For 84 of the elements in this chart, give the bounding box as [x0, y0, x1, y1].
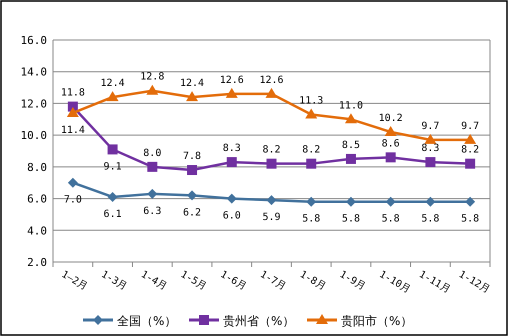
x-tick-label: 1-3月 — [99, 269, 129, 293]
data-label: 8.2 — [461, 144, 480, 156]
data-label: 9.7 — [461, 120, 480, 132]
point — [465, 158, 476, 169]
data-label: 5.8 — [302, 214, 320, 225]
data-label: 8.3 — [222, 143, 241, 154]
data-label: 9.1 — [104, 161, 122, 172]
data-label: 11.8 — [60, 88, 85, 99]
point — [108, 144, 118, 154]
x-tick-label: 1-6月 — [218, 269, 248, 293]
data-label: 5.8 — [342, 214, 360, 225]
point — [346, 154, 356, 164]
data-label: 11.4 — [60, 124, 85, 136]
x-tick-label: 1-7月 — [258, 269, 288, 293]
point — [346, 196, 356, 207]
data-label: 5.8 — [461, 214, 480, 225]
data-label: 6.1 — [104, 208, 122, 220]
y-tick-label: 4.0 — [27, 224, 47, 238]
data-label: 10.2 — [378, 112, 403, 124]
point — [306, 158, 316, 169]
data-label: 12.4 — [180, 78, 204, 90]
y-tick-label: 16.0 — [20, 34, 47, 47]
data-label: 6.3 — [143, 206, 162, 217]
point — [425, 157, 436, 168]
x-tick-label: 1—2月 — [59, 269, 90, 293]
point — [187, 165, 198, 176]
point — [384, 126, 397, 136]
data-label: 7.8 — [183, 151, 202, 162]
point — [106, 91, 119, 102]
data-label: 6.2 — [183, 207, 202, 218]
point — [425, 196, 436, 207]
data-label: 12.4 — [100, 78, 125, 90]
point — [146, 84, 158, 95]
data-label: 5.8 — [421, 214, 440, 225]
point — [147, 188, 158, 199]
point — [187, 190, 198, 200]
point — [68, 178, 78, 188]
point — [66, 106, 79, 117]
point — [266, 195, 276, 206]
y-tick-label: 12.0 — [20, 97, 47, 110]
point — [424, 134, 436, 144]
data-label: 8.2 — [262, 144, 281, 156]
point — [344, 113, 357, 124]
point — [465, 196, 476, 207]
x-tick-label: 1-9月 — [337, 269, 368, 293]
data-label: 5.9 — [262, 212, 281, 224]
y-tick-label: 14.0 — [20, 66, 47, 79]
data-label: 8.5 — [342, 140, 360, 151]
legend-label: 贵州省（%） — [223, 314, 294, 328]
point — [266, 158, 276, 169]
point — [108, 192, 118, 202]
point — [386, 152, 396, 162]
x-tick-label: 1-4月 — [138, 269, 169, 293]
point — [464, 134, 476, 144]
data-label: 8.6 — [382, 138, 400, 150]
data-label: 12.8 — [140, 72, 164, 83]
y-tick-label: 10.0 — [20, 129, 47, 142]
y-tick-label: 2.0 — [27, 256, 47, 269]
x-tick-label: 1-5月 — [178, 269, 208, 293]
point — [226, 157, 237, 168]
point — [226, 194, 237, 204]
data-label: 8.2 — [302, 144, 320, 156]
point — [186, 91, 198, 102]
point — [306, 196, 316, 207]
data-label: 11.0 — [338, 100, 363, 112]
legend-label: 全国（%） — [117, 314, 176, 328]
data-label: 6.0 — [222, 210, 241, 222]
data-label: 11.3 — [299, 96, 324, 107]
data-label: 5.8 — [382, 214, 400, 225]
data-label: 12.6 — [220, 74, 244, 86]
x-tick-label: 1-8月 — [298, 269, 328, 293]
legend-label: 贵阳市（%） — [341, 314, 412, 328]
data-label: 9.7 — [421, 120, 440, 132]
point — [226, 88, 238, 98]
point — [266, 88, 278, 98]
data-label: 7.0 — [64, 194, 82, 206]
y-tick-label: 6.0 — [27, 192, 47, 206]
data-label: 8.3 — [421, 143, 440, 154]
y-tick-label: 8.0 — [27, 160, 47, 174]
point — [305, 108, 318, 119]
data-label: 12.6 — [259, 74, 284, 86]
data-label: 8.0 — [143, 148, 162, 159]
point — [386, 196, 396, 207]
point — [147, 162, 158, 172]
